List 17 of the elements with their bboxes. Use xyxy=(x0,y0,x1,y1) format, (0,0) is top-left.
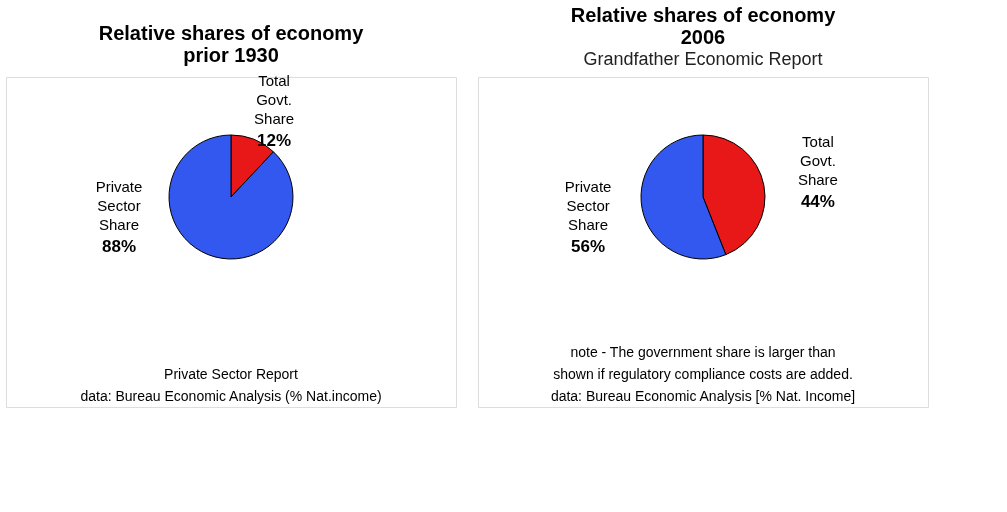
slice-label: Total Govt. Share xyxy=(797,132,838,188)
pie-slice xyxy=(168,134,294,260)
slice-label: Private Sector Share xyxy=(95,178,143,233)
text: data: Bureau Economic Analysis [% Nat. Income] xyxy=(550,388,856,404)
text: data: Bureau Economic Analysis (% Nat.income) xyxy=(80,388,382,404)
text: shown if regulatory compliance costs are added. xyxy=(553,366,853,382)
slice-label: Total Govt. Share xyxy=(254,71,295,127)
slice-label: Private Sector Share xyxy=(564,178,612,233)
data-label: 56% xyxy=(571,237,606,256)
data-label: 88% xyxy=(101,237,137,256)
text: Private Sector Report xyxy=(164,366,299,382)
data-label: 12% xyxy=(257,130,292,150)
chart-subtitle: Grandfather Economic Report xyxy=(583,49,823,69)
data-label: 44% xyxy=(800,191,835,211)
chart-title: Relative shares of economy 2006 xyxy=(570,4,837,48)
chart-title: Relative shares of economy prior 1930 xyxy=(98,21,365,66)
text: note - The government share is larger than xyxy=(570,344,836,360)
